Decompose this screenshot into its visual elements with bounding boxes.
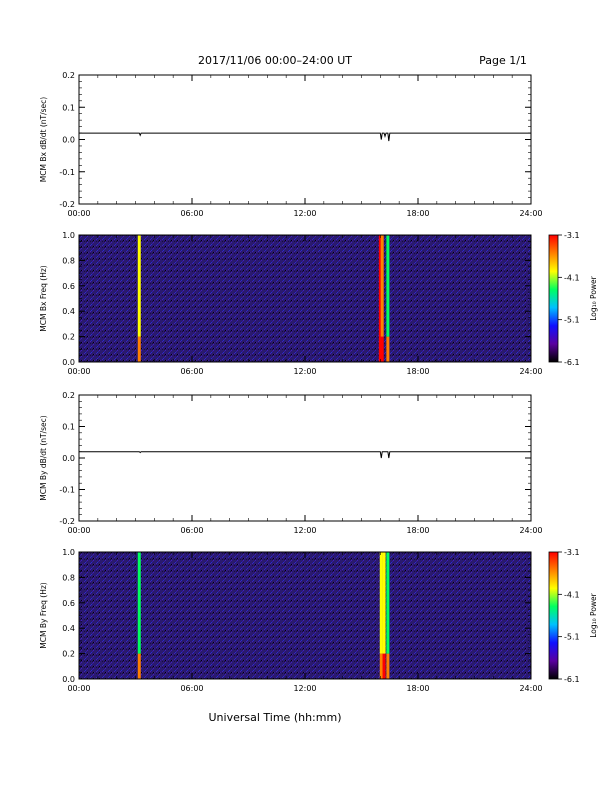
ytick-label-3: -0.1	[59, 486, 75, 495]
colorbar-scale	[548, 551, 559, 680]
xtick-label-4: 24:00	[519, 684, 542, 693]
y-axis-label-bx-dbdt: MCM Bx dB/dt (nT/sec)	[39, 97, 48, 182]
ytick-label-0: 0.2	[62, 391, 75, 400]
trace-by-dbdt	[79, 451, 531, 459]
ytick-label-4: -0.2	[59, 517, 75, 526]
band-3-high	[386, 235, 390, 337]
xtick-label-3: 18:00	[406, 684, 429, 693]
band-0-low	[137, 336, 141, 362]
band-3-low	[386, 653, 390, 679]
colorbar-tick-label-3: -6.1	[564, 358, 580, 367]
xtick-label-0: 00:00	[67, 209, 90, 218]
band-2-low	[380, 336, 384, 362]
xtick-label-4: 24:00	[519, 209, 542, 218]
ytick-label-4: 0.2	[62, 333, 75, 342]
xtick-label-3: 18:00	[406, 209, 429, 218]
colorbar-tick-label-1: -4.1	[564, 590, 580, 599]
panel-bx-dbdt: 0.2 0.1 0.0 -0.1 -0.200:00 06:00 12:00 18:00 24:…	[39, 71, 543, 218]
band-3-high	[386, 552, 390, 654]
xtick-label-0: 00:00	[67, 367, 90, 376]
colorbar-scale	[548, 234, 559, 363]
y-axis-label-bx-spectrogram: MCM Bx Freq (Hz)	[39, 265, 48, 331]
chart-title: 2017/11/06 00:00–24:00 UT	[198, 54, 352, 67]
xtick-label-3: 18:00	[406, 367, 429, 376]
frame-by-dbdt	[78, 394, 532, 522]
xtick-label-0: 00:00	[67, 526, 90, 535]
ytick-label-1: 0.8	[62, 256, 75, 265]
ytick-label-0: 1.0	[62, 548, 75, 557]
colorbar-tick-label-0: -3.1	[564, 548, 580, 557]
band-2-high	[382, 552, 386, 654]
xtick-label-4: 24:00	[519, 367, 542, 376]
colorbar-tick-label-2: -5.1	[564, 316, 580, 325]
band-3-low	[386, 336, 390, 362]
xtick-label-2: 12:00	[293, 526, 316, 535]
colorbar-label: Log₁₀ Power	[589, 592, 598, 637]
colorbar-tick-label-3: -6.1	[564, 675, 580, 684]
band-1-high	[379, 552, 383, 654]
y-axis-label-by-spectrogram: MCM By Freq (Hz)	[39, 582, 48, 648]
spectrogram-bx-spectrogram	[79, 235, 531, 362]
xtick-label-2: 12:00	[293, 209, 316, 218]
band-1-low	[378, 336, 382, 362]
panel-by-dbdt: 0.2 0.1 0.0 -0.1 -0.200:00 06:00 12:00 18:00 24:…	[39, 391, 543, 535]
ytick-label-4: 0.2	[62, 650, 75, 659]
ytick-label-2: 0.0	[62, 454, 75, 463]
colorbar-by-spectrogram: -3.1 -4.1 -5.1 -6.1 Log₁₀ Power	[548, 548, 598, 684]
band-1-high	[378, 235, 382, 337]
panels: 0.20.10.0-0.1-0.200:00 06:00 12:00 18:00 24:…	[39, 71, 598, 693]
ytick-label-3: -0.1	[59, 168, 75, 177]
x-axis-label: Universal Time (hh:mm)	[209, 711, 342, 724]
band-0-low	[137, 653, 141, 679]
ytick-label-2: 0.0	[62, 136, 75, 145]
band-0-high	[137, 235, 141, 337]
colorbar-bx-spectrogram: -3.1 -4.1 -5.1 -6.1 Log₁₀ Power	[548, 231, 598, 367]
xtick-label-0: 00:00	[67, 684, 90, 693]
xtick-label-1: 06:00	[180, 367, 203, 376]
xtick-label-3: 18:00	[406, 526, 429, 535]
colorbar-label: Log₁₀ Power	[589, 275, 598, 320]
ytick-label-2: 0.6	[62, 599, 75, 608]
colorbar-tick-label-1: -4.1	[564, 273, 580, 282]
ytick-label-1: 0.8	[62, 573, 75, 582]
panel-bx-spectrogram: 1.0 0.8 0.6 0.4 0.2 0.000:00 06:00 12:00 18:00 24…	[39, 231, 543, 376]
xtick-label-1: 06:00	[180, 209, 203, 218]
ytick-label-0: 0.2	[62, 71, 75, 80]
ytick-label-0: 1.0	[62, 231, 75, 240]
band-0-high	[137, 552, 141, 654]
xtick-label-2: 12:00	[293, 684, 316, 693]
xtick-label-1: 06:00	[180, 684, 203, 693]
ytick-label-3: 0.4	[62, 307, 75, 316]
ytick-label-1: 0.1	[62, 423, 75, 432]
y-axis-label-by-dbdt: MCM By dB/dt (nT/sec)	[39, 415, 48, 500]
colorbar-tick-label-0: -3.1	[564, 231, 580, 240]
frame-bx-dbdt	[78, 74, 532, 205]
colorbar-tick-label-2: -5.1	[564, 633, 580, 642]
band-2-high	[380, 235, 384, 337]
ytick-label-4: -0.2	[59, 200, 75, 209]
ytick-label-5: 0.0	[62, 358, 75, 367]
xtick-label-4: 24:00	[519, 526, 542, 535]
ytick-label-1: 0.1	[62, 103, 75, 112]
trace-bx-dbdt	[79, 132, 531, 142]
panel-by-spectrogram: 1.0 0.8 0.6 0.4 0.2 0.000:00 06:00 12:00 18:00 24…	[39, 548, 543, 693]
spectrogram-by-spectrogram	[79, 552, 531, 679]
ytick-label-2: 0.6	[62, 282, 75, 291]
ytick-label-5: 0.0	[62, 675, 75, 684]
ytick-label-3: 0.4	[62, 624, 75, 633]
band-2-low	[382, 653, 386, 679]
page-number: Page 1/1	[479, 54, 527, 67]
xtick-label-1: 06:00	[180, 526, 203, 535]
xtick-label-2: 12:00	[293, 367, 316, 376]
band-1-low	[379, 653, 383, 679]
